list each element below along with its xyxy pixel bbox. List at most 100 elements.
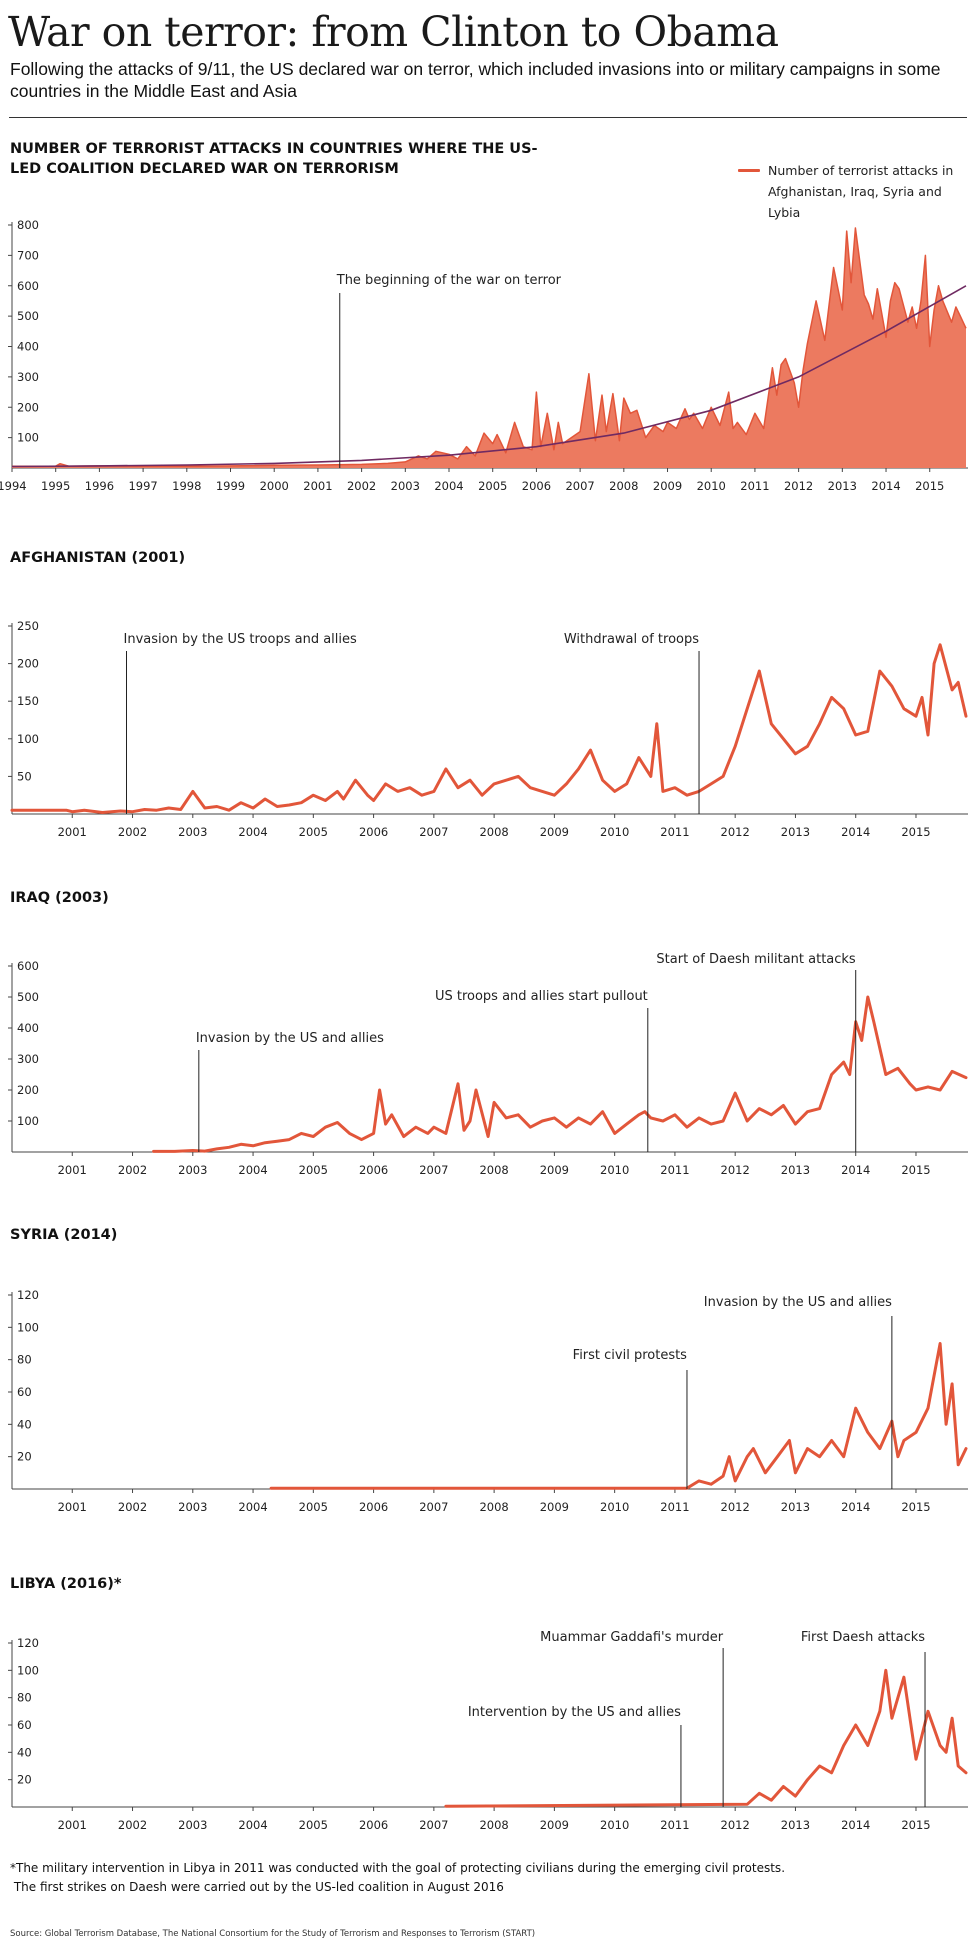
- afghanistan-series-line: [10, 643, 968, 814]
- syria-chart-title: SYRIA (2014): [10, 1227, 118, 1243]
- afghanistan-x-tick-label: 2002: [118, 825, 147, 839]
- iraq-x-tick-label: 2004: [238, 1163, 267, 1177]
- libya-x-tick-label: 2012: [721, 1818, 750, 1832]
- iraq-x-tick-label: 2011: [660, 1163, 689, 1177]
- libya-y-tick-label: 100: [17, 1663, 39, 1677]
- libya-x-tick-label: 2014: [841, 1818, 870, 1832]
- main-x-tick-label: 2012: [784, 479, 813, 493]
- afghanistan-y-tick-label: 100: [17, 732, 39, 746]
- main-x-tick-label: 2008: [609, 479, 638, 493]
- libya-x-tick-label: 2004: [238, 1818, 267, 1832]
- main-y-tick-label: 800: [17, 218, 39, 232]
- iraq-x-tick-label: 2012: [721, 1163, 750, 1177]
- main-x-tick-label: 1995: [41, 479, 70, 493]
- iraq-y-tick-label: 600: [17, 959, 39, 973]
- main-y-tick-label: 700: [17, 248, 39, 262]
- iraq-y-tick-label: 400: [17, 1021, 39, 1035]
- main-x-tick-label: 2010: [697, 479, 726, 493]
- libya-x-tick-label: 2013: [781, 1818, 810, 1832]
- main-trend-line: [11, 285, 967, 468]
- iraq-x-tick-label: 2007: [419, 1163, 448, 1177]
- libya-x-tick-label: 2015: [901, 1818, 930, 1832]
- main-y-tick-label: 100: [17, 431, 39, 445]
- main-x-tick-label: 2011: [740, 479, 769, 493]
- main-series-area: [12, 228, 966, 468]
- afghanistan-chart-title: AFGHANISTAN (2001): [10, 550, 186, 566]
- main-x-tick-label: 1996: [85, 479, 114, 493]
- syria-annotation-label-2: Invasion by the US and allies: [704, 1295, 892, 1310]
- syria-x-tick-label: 2004: [238, 1500, 267, 1514]
- iraq-y-tick-label: 500: [17, 990, 39, 1004]
- libya-x-tick-label: 2006: [359, 1818, 388, 1832]
- libya-series-line: [444, 1668, 968, 1808]
- libya-x-tick-label: 2001: [58, 1818, 87, 1832]
- libya-x-tick-label: 2008: [479, 1818, 508, 1832]
- afghanistan-y-tick-label: 50: [17, 769, 32, 783]
- footnote-line-2: The first strikes on Daesh were carried …: [13, 1880, 504, 1894]
- afghanistan-y-tick-label: 250: [17, 619, 39, 633]
- main-x-tick-label: 2015: [915, 479, 944, 493]
- afghanistan-annotation-label-2: Withdrawal of troops: [564, 632, 699, 647]
- iraq-chart-title: IRAQ (2003): [10, 890, 109, 906]
- syria-series-line: [269, 1342, 968, 1490]
- syria-x-tick-label: 2006: [359, 1500, 388, 1514]
- main-x-tick-label: 1999: [216, 479, 245, 493]
- footnote-line-1: *The military intervention in Libya in 2…: [10, 1861, 786, 1875]
- main-x-tick-label: 2013: [828, 479, 857, 493]
- libya-x-tick-label: 2002: [118, 1818, 147, 1832]
- afghanistan-annotation-label-1: Invasion by the US troops and allies: [124, 632, 357, 647]
- syria-x-tick-label: 2003: [178, 1500, 207, 1514]
- libya-y-tick-label: 120: [17, 1636, 39, 1650]
- afghanistan-x-tick-label: 2010: [600, 825, 629, 839]
- iraq-x-tick-label: 2014: [841, 1163, 870, 1177]
- syria-y-tick-label: 100: [17, 1320, 39, 1334]
- syria-x-tick-label: 2007: [419, 1500, 448, 1514]
- libya-x-tick-label: 2011: [660, 1818, 689, 1832]
- main-x-tick-label: 2007: [565, 479, 594, 493]
- main-annotation-label-1: The beginning of the war on terror: [336, 273, 562, 288]
- iraq-x-tick-label: 2006: [359, 1163, 388, 1177]
- afghanistan-x-tick-label: 2006: [359, 825, 388, 839]
- libya-y-tick-label: 20: [17, 1773, 32, 1787]
- syria-y-tick-label: 20: [17, 1450, 32, 1464]
- afghanistan-y-tick-label: 200: [17, 657, 39, 671]
- main-y-tick-label: 600: [17, 279, 39, 293]
- libya-x-tick-label: 2003: [178, 1818, 207, 1832]
- syria-x-tick-label: 2015: [901, 1500, 930, 1514]
- source-note: Source: Global Terrorism Database, The N…: [10, 1929, 536, 1939]
- main-x-tick-label: 2005: [478, 479, 507, 493]
- libya-annotation-label-2: Muammar Gaddafi's murder: [540, 1630, 724, 1645]
- afghanistan-x-tick-label: 2015: [901, 825, 930, 839]
- main-x-tick-label: 1998: [172, 479, 201, 493]
- afghanistan-x-tick-label: 2007: [419, 825, 448, 839]
- main-x-tick-label: 2014: [871, 479, 900, 493]
- main-chart-legend: Number of terrorist attacks in Afghanist…: [738, 160, 968, 223]
- main-x-tick-label: 2001: [303, 479, 332, 493]
- iraq-x-tick-label: 2008: [479, 1163, 508, 1177]
- afghanistan-x-tick-label: 2005: [299, 825, 328, 839]
- syria-x-tick-label: 2013: [781, 1500, 810, 1514]
- afghanistan-x-tick-label: 2009: [540, 825, 569, 839]
- iraq-x-tick-label: 2013: [781, 1163, 810, 1177]
- afghanistan-x-tick-label: 2012: [721, 825, 750, 839]
- syria-x-tick-label: 2009: [540, 1500, 569, 1514]
- iraq-y-tick-label: 300: [17, 1052, 39, 1066]
- iraq-x-tick-label: 2001: [58, 1163, 87, 1177]
- afghanistan-x-tick-label: 2008: [479, 825, 508, 839]
- iraq-annotation-label-2: US troops and allies start pullout: [435, 989, 648, 1004]
- libya-x-tick-label: 2005: [299, 1818, 328, 1832]
- iraq-annotation-label-1: Invasion by the US and allies: [196, 1031, 384, 1046]
- libya-y-tick-label: 80: [17, 1691, 32, 1705]
- afghanistan-x-tick-label: 2003: [178, 825, 207, 839]
- libya-x-tick-label: 2007: [419, 1818, 448, 1832]
- afghanistan-x-tick-label: 2001: [58, 825, 87, 839]
- main-x-tick-label: 1997: [128, 479, 157, 493]
- main-x-tick-label: 2004: [434, 479, 463, 493]
- main-x-tick-label: 2002: [347, 479, 376, 493]
- iraq-x-tick-label: 2010: [600, 1163, 629, 1177]
- libya-x-tick-label: 2010: [600, 1818, 629, 1832]
- legend-label: Number of terrorist attacks in Afghanist…: [768, 163, 954, 220]
- libya-annotation-label-3: First Daesh attacks: [801, 1630, 925, 1645]
- libya-chart-title: LIBYA (2016)*: [10, 1576, 122, 1592]
